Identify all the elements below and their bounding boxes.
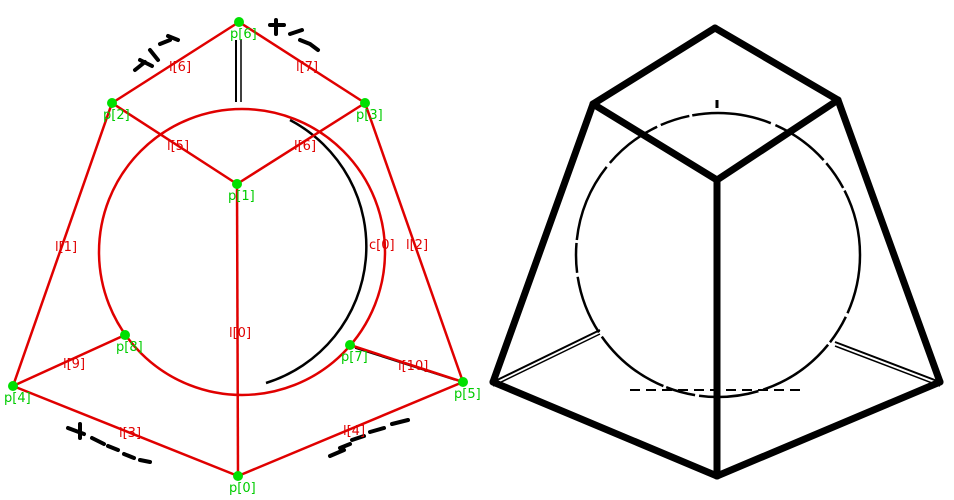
edge-top_right-top_front (713, 96, 842, 184)
line-10 (349, 343, 464, 384)
hidden-edge-bot_right (834, 341, 941, 383)
point-label: p[7] (341, 350, 368, 365)
glyph-bottom-right (328, 418, 410, 458)
glyph-top-left (133, 34, 180, 72)
line-label: l[7] (296, 60, 318, 75)
point-label: p[1] (228, 189, 255, 204)
line-3 (12, 384, 239, 478)
line-label: l[2] (406, 238, 428, 253)
edge-top_left-bot_left (489, 100, 597, 386)
line-label: l[4] (343, 424, 365, 439)
hidden-edge-bot_left (492, 329, 601, 383)
line-label: l[5] (167, 139, 189, 154)
edge-top_right-bot_right (834, 96, 944, 386)
point-p5 (458, 377, 468, 387)
line-labels: l[0] l[1] l[2] l[3] l[4] l[5] l[6] l[6] l[7] l[9]… (55, 60, 428, 441)
edge-top_back-top_right (711, 24, 842, 104)
point-label: p[0] (229, 481, 256, 496)
annotated-frustum-figure: l[0] l[1] l[2] l[3] l[4] l[5] l[6] l[6] l[7] l[9]… (4, 17, 481, 496)
point-p6 (234, 17, 244, 27)
point-label: p[2] (103, 108, 130, 123)
clean-frustum-figure (489, 24, 944, 480)
line-label: l[3] (119, 426, 141, 441)
line-2 (363, 102, 465, 383)
line-0 (235, 183, 240, 477)
edge-top_back-top_left (589, 24, 719, 108)
line-label: l[1] (55, 240, 77, 255)
line-label: l[9] (63, 357, 85, 372)
point-p4 (8, 381, 18, 391)
line-label: l[6] (169, 60, 191, 75)
annotation-lines (11, 20, 465, 478)
line-8 (238, 20, 366, 105)
hidden-edge-shadow-bot_right (834, 345, 941, 387)
point-p3 (360, 98, 370, 108)
edge-bot_front-bot_right (713, 378, 944, 480)
annotation-points: p[0] p[1] p[2] p[3] p[4] p[5] p[6] p[7] p[8] (4, 17, 481, 496)
line-7 (111, 20, 240, 105)
line-label: l[0] (229, 326, 251, 341)
line-1 (11, 102, 114, 387)
line-9 (12, 333, 126, 388)
point-label: p[4] (4, 391, 31, 406)
glyph-bottom-left (66, 422, 152, 464)
point-p7 (345, 340, 355, 350)
edge-bot_left-bot_front (489, 378, 721, 480)
point-label: p[8] (116, 340, 143, 355)
glyph-top-right (268, 18, 320, 52)
point-p8 (120, 330, 130, 340)
line-label: l[10] (398, 359, 428, 374)
point-p1 (232, 179, 242, 189)
circle-label: c[0] (369, 238, 395, 253)
hidden-edge-shadow-bot_left (492, 333, 601, 387)
line-6 (236, 101, 366, 186)
point-p2 (107, 98, 117, 108)
scan-glyphs-left (66, 18, 410, 464)
point-p0 (233, 471, 243, 481)
point-label: p[3] (356, 108, 383, 123)
circle-c0 (97, 107, 387, 397)
line-label: l[6] (294, 139, 316, 154)
line-5 (111, 101, 238, 186)
point-label: p[6] (230, 27, 257, 42)
line-4 (237, 380, 464, 478)
ink-sphere-outline (265, 118, 368, 385)
point-label: p[5] (454, 387, 481, 402)
edge-top_left-top_front (589, 100, 721, 184)
